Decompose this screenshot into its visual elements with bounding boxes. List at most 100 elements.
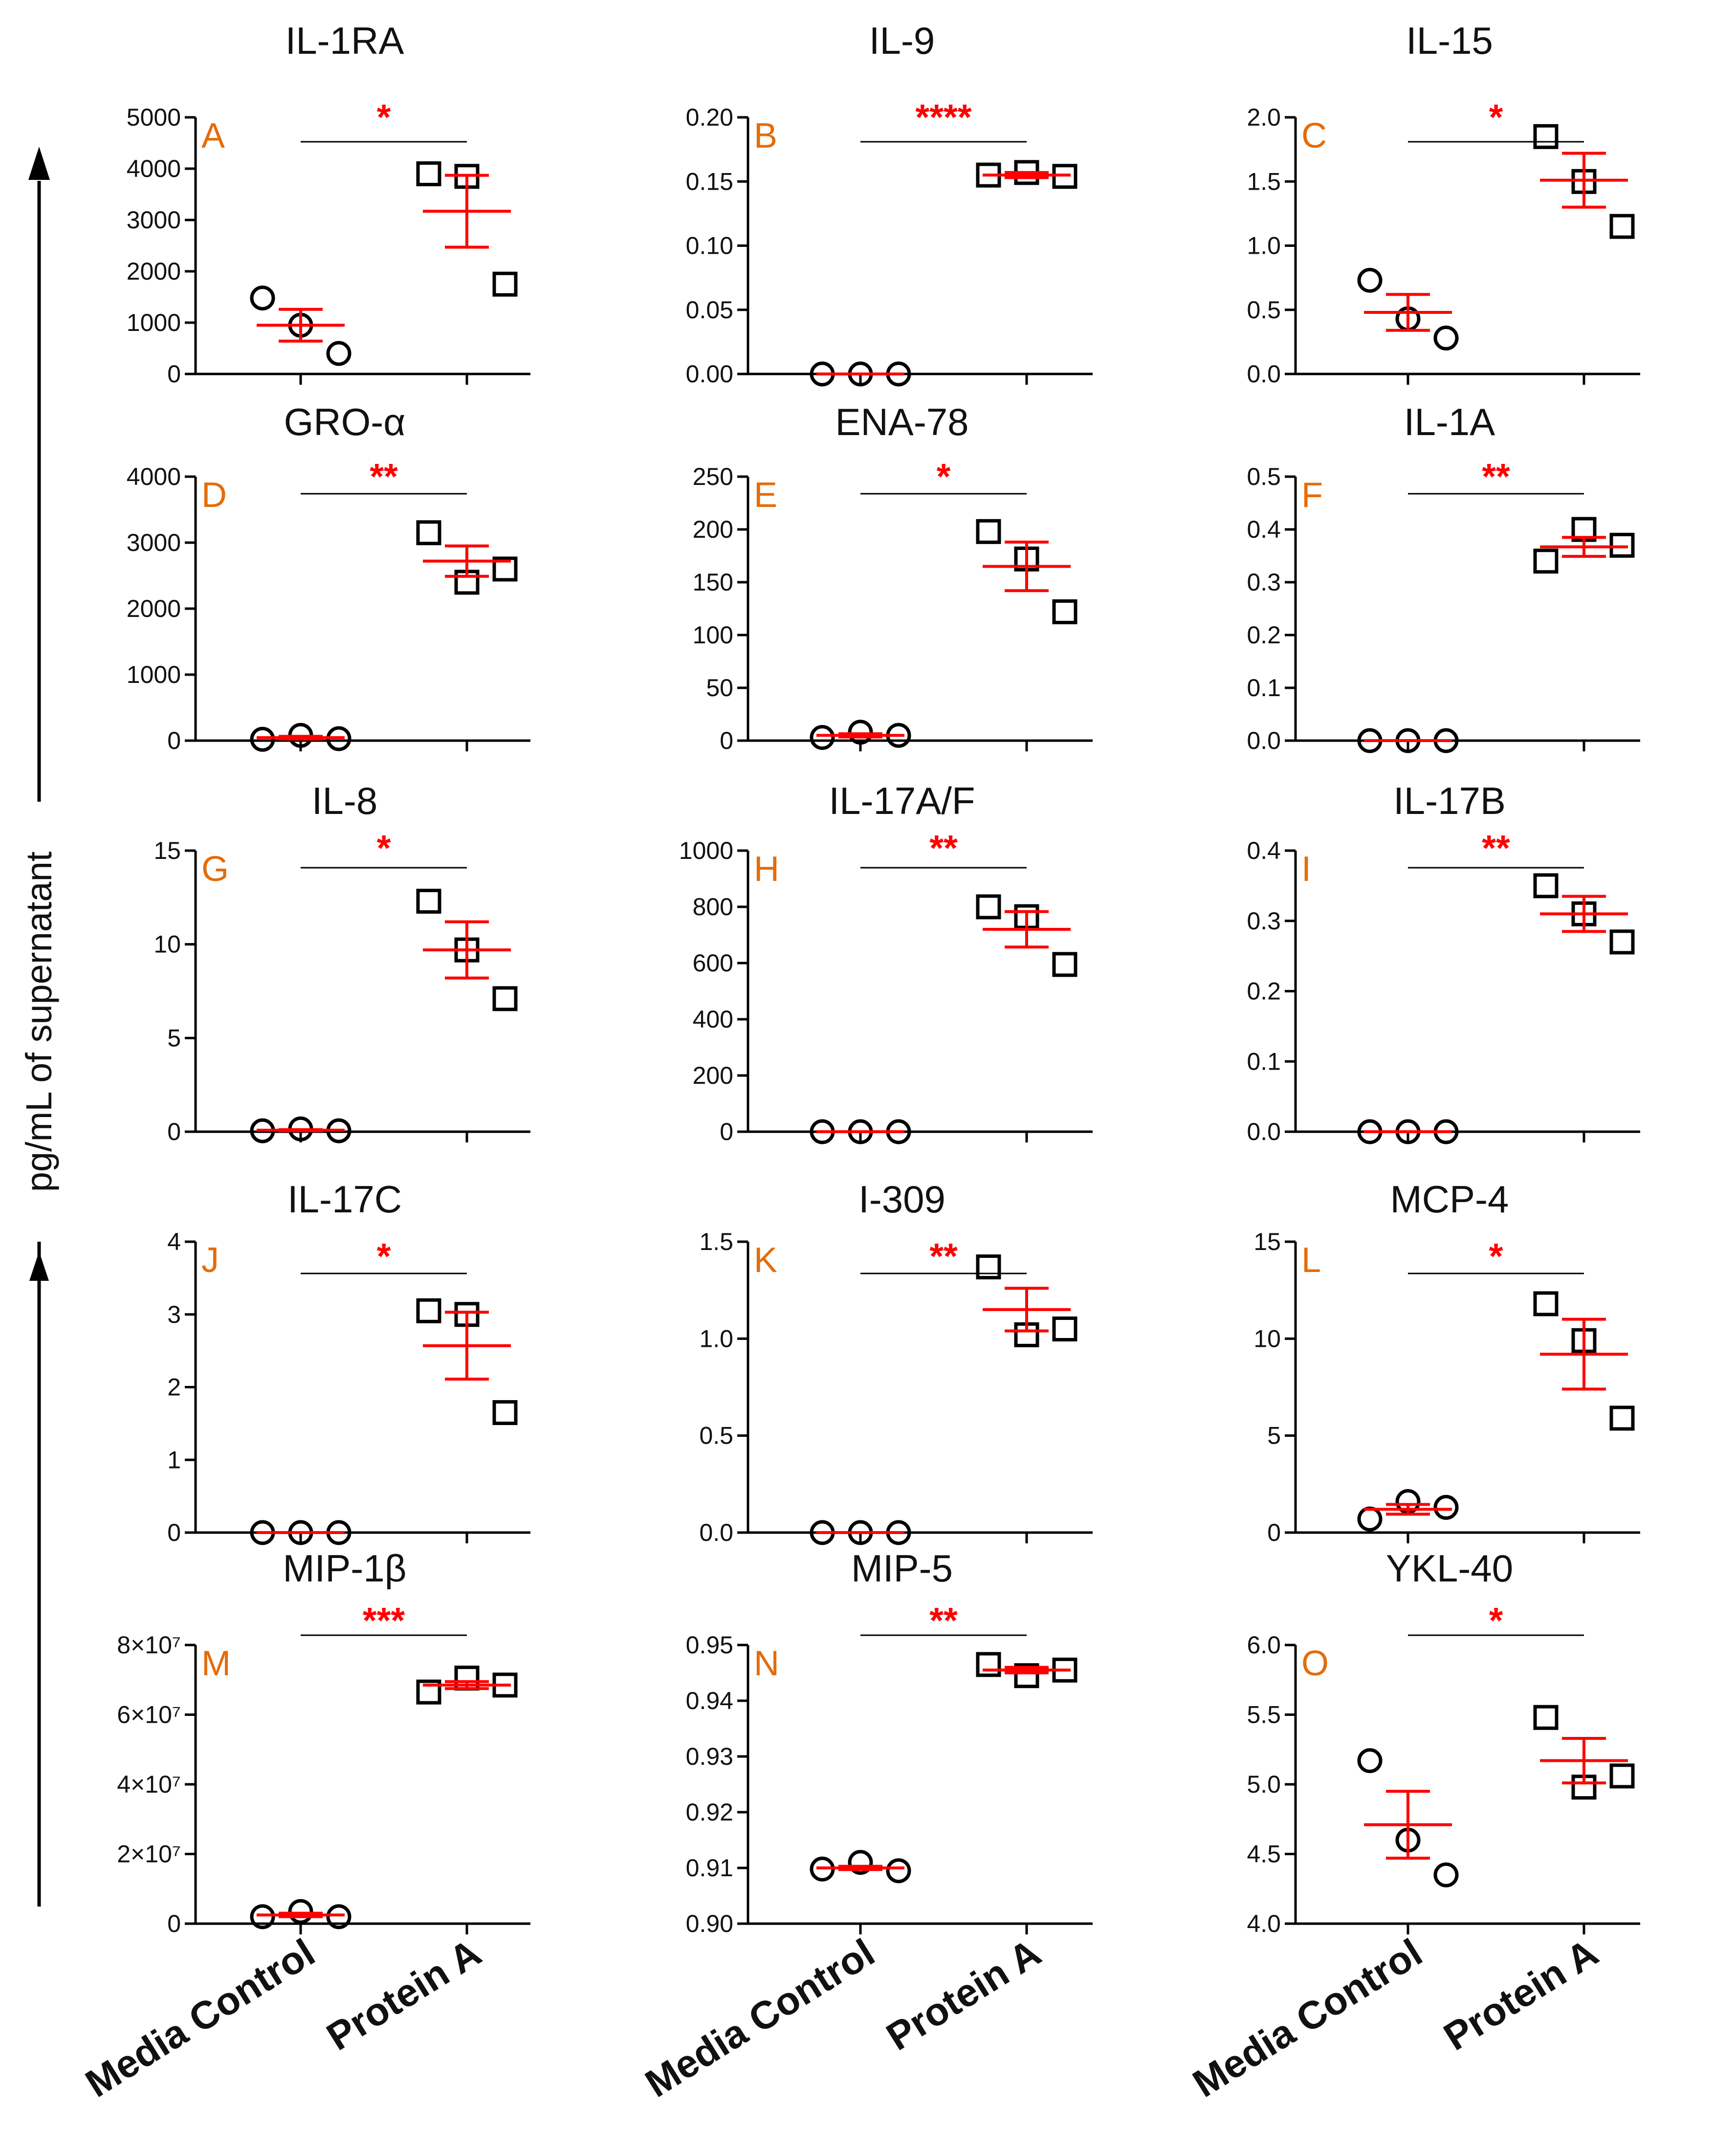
y-tick-label: 0 — [167, 360, 181, 388]
series-protein-a — [976, 1652, 1077, 1689]
panel-title: IL-15 — [1406, 19, 1493, 62]
panel-letter: J — [201, 1241, 219, 1280]
y-tick-label: 4000 — [127, 463, 181, 490]
panel-h: IL-17A/F H 0 200 400 600 800 1000 ** — [679, 779, 1093, 1145]
panel-letter: D — [201, 476, 227, 515]
y-tick-label: 0.4 — [1247, 516, 1281, 543]
data-point-square — [1533, 548, 1559, 574]
series-protein-a — [976, 894, 1077, 977]
y-tick-label: 0.2 — [1247, 621, 1281, 649]
series-protein-a — [1533, 517, 1635, 574]
panel-d: GRO-α D 0 1000 2000 3000 4000 ** — [127, 400, 530, 754]
series-media-control — [250, 1116, 352, 1143]
panel-title: IL-17C — [287, 1178, 402, 1221]
y-tick-label: 4.5 — [1247, 1841, 1281, 1868]
y-tick-label: 0.0 — [1247, 1118, 1281, 1145]
panel-k: I-309 K 0.0 0.5 1.0 1.5 ** — [699, 1178, 1093, 1546]
significance-stars: ** — [370, 456, 398, 497]
x-label-media-control: Media Control — [1186, 1931, 1429, 2106]
data-point-circle — [848, 720, 873, 745]
panel-l: MCP-4 L 0 5 10 15 * — [1253, 1178, 1640, 1546]
y-tick-label: 0.00 — [686, 360, 733, 388]
y-tick-label: 5000 — [127, 104, 181, 131]
y-tick-label: 5 — [167, 1024, 181, 1052]
panel-letter: K — [754, 1241, 777, 1280]
y-tick-label: 0 — [167, 727, 181, 754]
data-point-circle — [1357, 1506, 1383, 1532]
y-tick-label: 3 — [167, 1301, 181, 1328]
y-tick-label: 0.3 — [1247, 569, 1281, 596]
panel-i: IL-17B I 0.0 0.1 0.2 0.3 0.4 ** — [1247, 779, 1640, 1145]
data-point-square — [1609, 1405, 1635, 1431]
series-protein-a — [416, 1298, 518, 1426]
data-point-circle — [848, 1850, 873, 1875]
panel-m: MIP-1β M 0 2×10⁷ 4×10⁷ 6×10⁷ 8×10⁷ *** — [117, 1547, 530, 1937]
data-point-square — [1533, 1291, 1559, 1316]
y-tick-label: 0.0 — [1247, 727, 1281, 754]
significance-stars: **** — [915, 97, 971, 137]
y-tick-label: 0 — [1267, 1519, 1281, 1546]
series-media-control — [810, 1119, 911, 1144]
y-tick-label: 0.05 — [686, 296, 733, 324]
data-point-square — [976, 894, 1001, 920]
y-tick-label: 800 — [693, 893, 733, 921]
y-tick-label: 6×10⁷ — [117, 1701, 181, 1729]
data-point-square — [492, 986, 518, 1011]
y-tick-label: 100 — [693, 621, 733, 649]
panel-title: ENA-78 — [835, 400, 968, 443]
data-point-circle — [1357, 1748, 1383, 1774]
x-label-protein-a: Protein A — [319, 1931, 488, 2059]
data-point-circle — [1433, 1862, 1459, 1887]
panel-title: IL-17B — [1393, 779, 1506, 822]
series-media-control — [810, 1520, 911, 1545]
data-point-square — [416, 161, 441, 186]
y-tick-label: 4×10⁷ — [117, 1771, 181, 1798]
data-point-square — [416, 520, 441, 546]
series-protein-a — [416, 520, 518, 595]
significance-stars: *** — [363, 1600, 405, 1641]
y-tick-label: 1000 — [679, 837, 733, 864]
data-point-square — [416, 1298, 441, 1323]
y-tick-label: 250 — [693, 463, 733, 490]
y-tick-label: 200 — [693, 516, 733, 543]
data-point-circle — [288, 1899, 313, 1924]
y-tick-label: 5.0 — [1247, 1771, 1281, 1798]
panel-title: YKL-40 — [1386, 1547, 1513, 1590]
panel-f: IL-1A F 0.0 0.1 0.2 0.3 0.4 0.5 ** — [1247, 400, 1640, 754]
y-tick-label: 0.5 — [699, 1422, 733, 1449]
series-media-control — [1357, 1748, 1459, 1887]
y-tick-label: 2000 — [127, 595, 181, 622]
y-tick-label: 1 — [167, 1446, 181, 1473]
panel-title: I-309 — [858, 1178, 945, 1221]
data-point-circle — [250, 285, 275, 311]
y-tick-label: 2.0 — [1247, 104, 1281, 131]
y-tick-label: 1.5 — [1247, 168, 1281, 195]
panel-letter: C — [1301, 116, 1327, 155]
y-tick-label: 3000 — [127, 529, 181, 556]
y-axis-label: pg/mL of supernatant — [19, 851, 59, 1192]
x-label-protein-a: Protein A — [1436, 1931, 1605, 2059]
data-point-square — [492, 271, 518, 297]
panel-c: IL-15 C 0.0 0.5 1.0 1.5 2.0 * — [1247, 19, 1640, 388]
panel-a: IL-1RA A 0 1000 2000 3000 4000 5000 * — [127, 19, 530, 388]
data-point-circle — [326, 341, 352, 366]
y-tick-label: 50 — [706, 674, 733, 702]
y-tick-label: 0.0 — [699, 1519, 733, 1546]
data-point-square — [1609, 929, 1635, 955]
panel-title: GRO-α — [284, 400, 406, 443]
panel-title: IL-8 — [312, 779, 377, 822]
x-label-media-control: Media Control — [78, 1931, 322, 2106]
data-point-square — [416, 1679, 441, 1705]
y-tick-label: 0.94 — [686, 1687, 733, 1714]
significance-stars: * — [1489, 1600, 1503, 1641]
data-point-square — [492, 1400, 518, 1426]
series-media-control — [250, 723, 352, 752]
panel-letter: O — [1301, 1644, 1329, 1683]
y-tick-label: 5 — [1267, 1422, 1281, 1449]
y-tick-label: 0.0 — [1247, 360, 1281, 388]
x-label-protein-a: Protein A — [879, 1931, 1048, 2059]
panel-b: IL-9 B 0.00 0.05 0.10 0.15 0.20 **** — [686, 19, 1093, 388]
data-point-square — [1609, 214, 1635, 239]
